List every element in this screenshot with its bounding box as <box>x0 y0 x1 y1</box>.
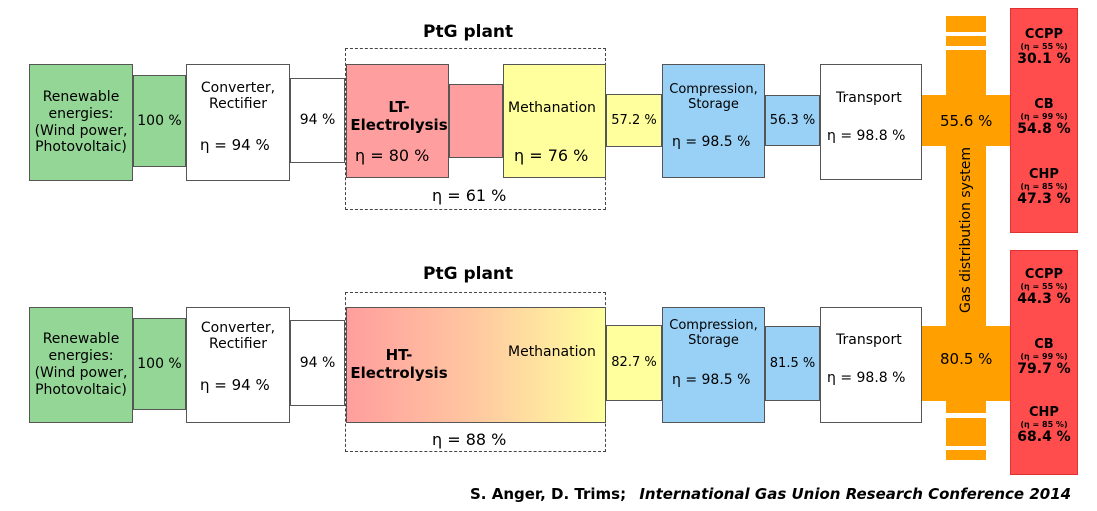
transport-label: Transport <box>836 332 902 348</box>
renewable-energies-box-1: Renewable energies: (Wind power, Photovo… <box>29 64 133 181</box>
gas-pipe-segment <box>946 36 986 46</box>
consumer-ccpp-2: CCPP (η = 55 %) 44.3 % <box>1011 267 1077 307</box>
citation-venue: International Gas Union Research Confere… <box>639 485 1072 503</box>
consumer-value: 54.8 % <box>1017 121 1071 137</box>
converter-box-2 <box>186 307 290 423</box>
consumer-cb-2: CB (η = 99 %) 79.7 % <box>1011 337 1077 377</box>
consumer-eff: (η = 55 %) <box>1020 42 1068 51</box>
citation-authors: S. Anger, D. Trims; <box>470 485 627 503</box>
flow-value: 100 % <box>137 355 182 372</box>
consumer-chp-2: CHP (η = 85 %) 68.4 % <box>1011 405 1077 445</box>
ht-electrolysis-label: HT-Electrolysis <box>349 346 449 382</box>
compression-box-2 <box>662 307 765 423</box>
transport-box-2 <box>820 307 922 423</box>
consumer-name: CHP <box>1029 405 1059 420</box>
compression-label: Compression, Storage <box>662 82 765 112</box>
transport-box-1 <box>820 64 922 180</box>
compression-eta: η = 98.5 % <box>672 372 751 388</box>
gas-system-label-text: Gas distribution system <box>958 146 974 314</box>
converter-eta: η = 94 % <box>200 376 270 394</box>
gas-pipe-segment <box>946 418 986 446</box>
consumer-chp-1: CHP (η = 85 %) 47.3 % <box>1011 167 1077 207</box>
flow-compression-2: 81.5 % <box>765 326 820 401</box>
ht-electrolysis-methanation-box <box>346 307 606 423</box>
flow-renewable-1: 100 % <box>133 75 186 167</box>
transport-label: Transport <box>836 90 902 106</box>
converter-text: Converter, Rectifier <box>200 320 276 352</box>
transport-eta: η = 98.8 % <box>827 370 906 386</box>
electrolysis-text: LT-Electrolysis <box>350 98 448 134</box>
converter-eta: η = 94 % <box>200 136 270 154</box>
consumer-name: CB <box>1034 97 1054 112</box>
ptg-plant-eta-2: η = 88 % <box>432 430 507 449</box>
flow-converter-2: 94 % <box>290 320 345 406</box>
lt-electrolysis-label: LT-Electrolysis <box>349 98 449 134</box>
gas-value-1: 55.6 % <box>940 112 993 130</box>
converter-label: Converter, Rectifier <box>186 320 290 352</box>
flow-methanation-2: 82.7 % <box>606 325 662 401</box>
consumer-value: 47.3 % <box>1017 191 1071 207</box>
consumer-eff: (η = 99 %) <box>1020 112 1068 121</box>
consumer-name: CB <box>1034 337 1054 352</box>
flow-value: 94 % <box>299 354 336 371</box>
lt-electrolysis-box <box>346 64 449 178</box>
flow-value: 57.2 % <box>611 112 657 128</box>
consumer-cb-1: CB (η = 99 %) 54.8 % <box>1011 97 1077 137</box>
gas-pipe-segment <box>946 16 986 32</box>
consumer-name: CCPP <box>1024 267 1064 282</box>
flow-renewable-2: 100 % <box>133 318 186 410</box>
consumer-value: 68.4 % <box>1017 429 1071 445</box>
compression-label: Compression, Storage <box>662 318 765 348</box>
consumer-eff: (η = 99 %) <box>1020 352 1068 361</box>
flow-value: 94 % <box>299 112 336 129</box>
flow-value: 82.7 % <box>611 355 657 371</box>
consumer-name: CHP <box>1029 167 1059 182</box>
renewable-energies-box-2: Renewable energies: (Wind power, Photovo… <box>29 307 133 423</box>
consumer-eff: (η = 85 %) <box>1020 182 1068 191</box>
consumer-value: 44.3 % <box>1017 291 1071 307</box>
electrolysis-eta: η = 80 % <box>355 146 430 165</box>
converter-box-1 <box>186 64 290 181</box>
renewable-label: Renewable energies: (Wind power, Photovo… <box>34 331 128 398</box>
ptg-plant-title-1: PtG plant <box>423 22 514 42</box>
consumer-eff: (η = 85 %) <box>1020 420 1068 429</box>
flow-methanation-1: 57.2 % <box>606 94 662 147</box>
compression-box-1 <box>662 64 765 178</box>
compression-text: Compression, Storage <box>669 318 758 348</box>
flow-value: 81.5 % <box>769 355 816 371</box>
electrolysis-methanation-link <box>449 84 503 158</box>
flow-value: 100 % <box>137 112 182 129</box>
compression-eta: η = 98.5 % <box>672 134 751 150</box>
methanation-label: Methanation <box>508 100 596 116</box>
gas-value-2: 80.5 % <box>940 350 993 368</box>
methanation-eta: η = 76 % <box>514 146 589 165</box>
citation: S. Anger, D. Trims; International Gas Un… <box>470 485 1071 503</box>
flow-value: 56.3 % <box>769 112 816 128</box>
renewable-label: Renewable energies: (Wind power, Photovo… <box>34 88 128 156</box>
converter-text: Converter, Rectifier <box>200 80 276 112</box>
ptg-plant-eta-1: η = 61 % <box>432 186 507 205</box>
consumer-eff: (η = 55 %) <box>1020 282 1068 291</box>
methanation-label: Methanation <box>508 344 596 360</box>
flow-converter-1: 94 % <box>290 78 345 163</box>
consumer-value: 30.1 % <box>1017 51 1071 67</box>
consumer-name: CCPP <box>1024 27 1064 42</box>
electrolysis-text: HT-Electrolysis <box>350 346 448 382</box>
gas-header-1 <box>922 95 1010 146</box>
ptg-plant-title-2: PtG plant <box>423 264 514 284</box>
flow-compression-1: 56.3 % <box>765 95 820 146</box>
compression-text: Compression, Storage <box>669 82 758 112</box>
consumers-panel-2: CCPP (η = 55 %) 44.3 % CB (η = 99 %) 79.… <box>1010 250 1078 475</box>
transport-eta: η = 98.8 % <box>827 128 906 144</box>
gas-header-2 <box>922 326 1010 401</box>
consumers-panel-1: CCPP (η = 55 %) 30.1 % CB (η = 99 %) 54.… <box>1010 8 1078 233</box>
converter-label: Converter, Rectifier <box>186 80 290 112</box>
consumer-value: 79.7 % <box>1017 361 1071 377</box>
consumer-ccpp-1: CCPP (η = 55 %) 30.1 % <box>1011 27 1077 67</box>
methanation-box-1 <box>503 64 606 178</box>
gas-pipe-segment <box>946 450 986 460</box>
gas-system-label-rotated: Gas distribution system <box>955 110 977 350</box>
